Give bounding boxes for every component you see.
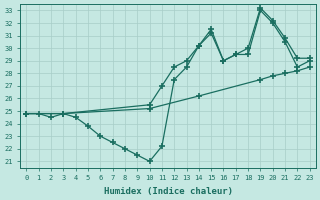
X-axis label: Humidex (Indice chaleur): Humidex (Indice chaleur) (104, 187, 233, 196)
